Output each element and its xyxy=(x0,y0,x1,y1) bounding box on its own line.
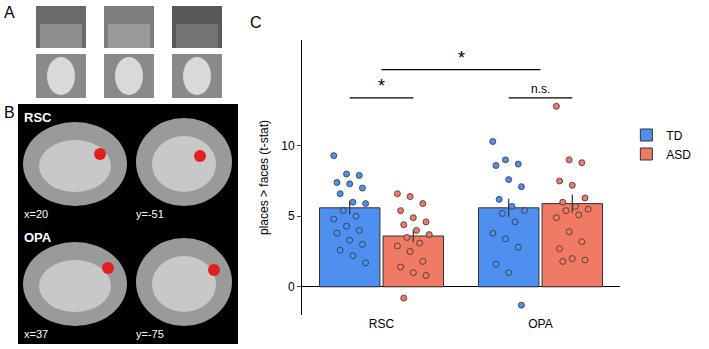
svg-text:y=-75: y=-75 xyxy=(136,328,164,340)
svg-text:10: 10 xyxy=(281,139,295,153)
svg-text:*: * xyxy=(458,48,465,68)
svg-text:x=20: x=20 xyxy=(24,208,48,220)
svg-text:ASD: ASD xyxy=(666,148,691,162)
svg-text:B: B xyxy=(4,104,15,121)
svg-text:0: 0 xyxy=(288,280,295,294)
svg-text:C: C xyxy=(250,14,262,31)
svg-text:TD: TD xyxy=(666,129,682,143)
svg-text:n.s.: n.s. xyxy=(531,82,550,96)
svg-text:x=37: x=37 xyxy=(24,328,48,340)
svg-text:y=-51: y=-51 xyxy=(136,208,164,220)
svg-text:5: 5 xyxy=(288,209,295,223)
svg-text:*: * xyxy=(378,76,385,96)
svg-text:OPA: OPA xyxy=(528,317,552,331)
svg-text:OPA: OPA xyxy=(24,230,52,245)
svg-text:RSC: RSC xyxy=(24,110,52,125)
svg-text:places > faces (t-stat): places > faces (t-stat) xyxy=(257,120,271,235)
svg-text:A: A xyxy=(4,4,15,21)
svg-text:RSC: RSC xyxy=(369,317,395,331)
